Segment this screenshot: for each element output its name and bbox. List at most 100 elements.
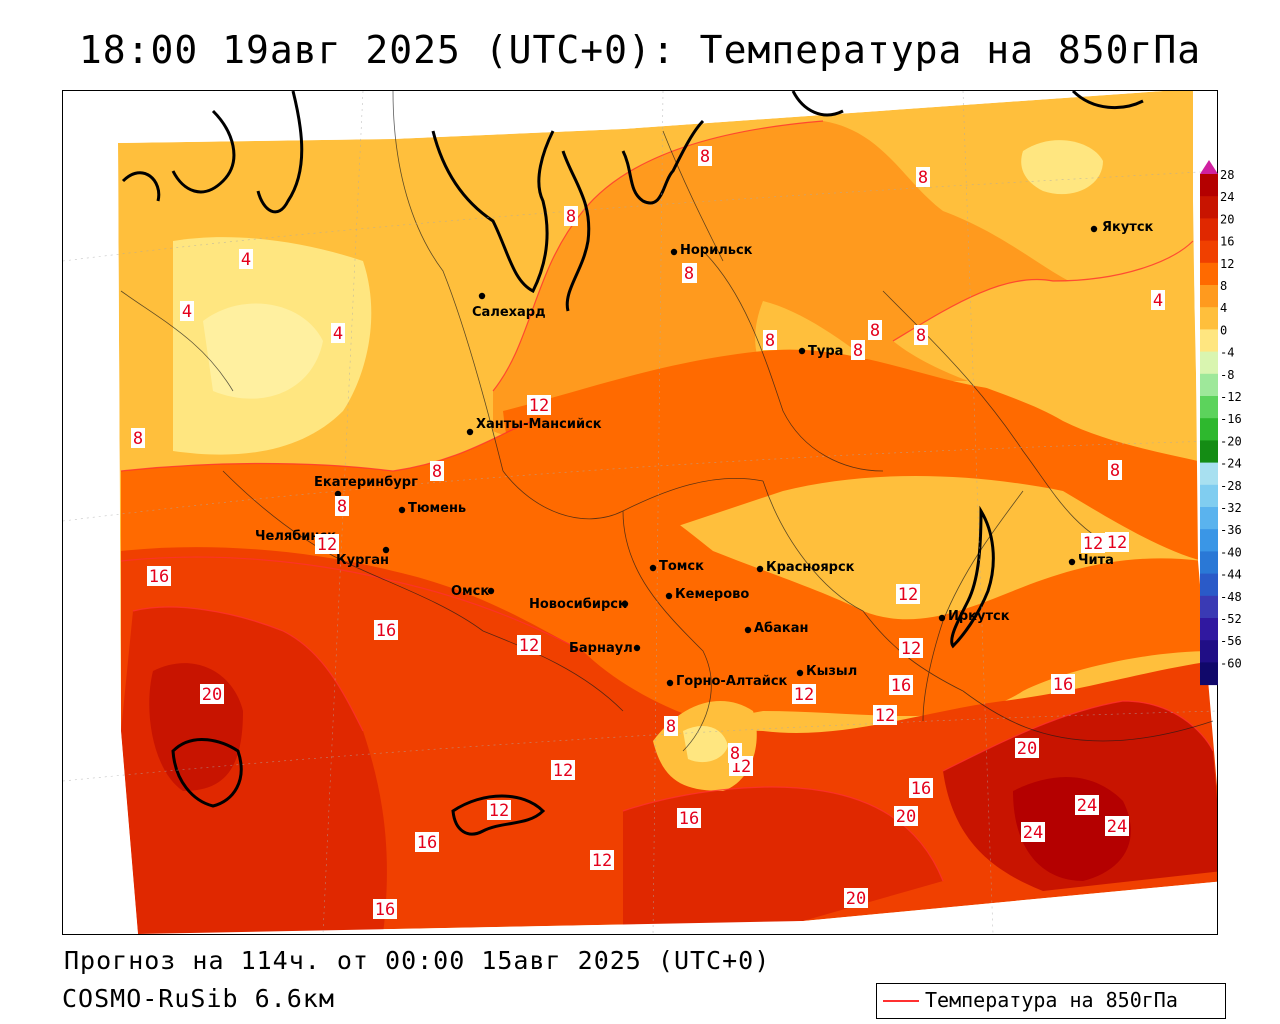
isotherm-label-text: 12 [1083,534,1103,554]
map-title: 18:00 19авг 2025 (UTC+0): Температура на… [78,28,1202,72]
isotherm-label-text: 12 [529,396,549,416]
isotherm-value-label: 16 [1051,674,1075,695]
city-dot [796,669,804,677]
coastline-yamal [431,130,555,294]
isotherm-label-bg [899,638,923,658]
isotherm-value-label: 8 [914,325,928,346]
city-label: Абакан [754,621,809,636]
forecast-info: Прогноз на 114ч. от 00:00 15авг 2025 (UT… [64,946,771,975]
isotherm-label-text: 12 [317,535,337,555]
city-label: Кемерово [675,587,749,602]
isotherm-label-bg [239,249,253,269]
city-label: Якутск [1102,220,1154,235]
scale-label: -44 [1220,568,1242,582]
temperature-map[interactable]: Якутск Норильск Салехард Тура Ханты-Мансийск… [62,90,1218,935]
scale-label: -20 [1220,434,1242,448]
isotherm-label-bg [792,684,816,704]
scale-label: -56 [1220,634,1242,648]
scale-swatch [1200,373,1218,397]
isotherm-value-label: 4 [180,301,194,322]
isotherm-label-text: 8 [684,264,694,284]
city-dot [744,626,752,634]
isotherm-label-text: 8 [133,429,143,449]
isotherm-value-label: 12 [527,395,551,416]
isotherm-value-label: 12 [873,705,897,726]
isotherm-value-label: 8 [564,206,578,227]
city-dot [398,506,406,514]
isotherm-label-text: 8 [566,207,576,227]
isotherm-value-label: 8 [682,263,696,284]
isotherm-label-bg [487,800,511,820]
legend-line-swatch [883,1000,919,1002]
city-dot [487,587,495,595]
isotherm-label-bg [590,850,614,870]
isotherm-value-label: 12 [487,800,511,821]
isotherm-value-label: 12 [899,638,923,659]
isotherm-label-text: 16 [679,809,699,829]
isotherm-value-label: 16 [889,675,913,696]
isotherm-value-label: 24 [1021,822,1045,843]
scale-label: -32 [1220,501,1242,515]
isotherm-value-label: 8 [664,716,678,737]
isotherm-label-bg [894,806,918,826]
isotherm-label-text: 12 [901,639,921,659]
isotherm-label-text: 8 [666,717,676,737]
isotherm-label-bg [677,808,701,828]
isotherm-label-text: 4 [182,302,192,322]
isotherm-label-bg [1105,816,1129,836]
scale-top-marker [1200,160,1218,174]
isotherm-label-bg [763,330,777,350]
isotherm-label-bg [564,206,578,226]
city-dot [466,428,474,436]
scale-label: -12 [1220,390,1242,404]
scale-label: 4 [1220,301,1227,315]
isotherm-label-bg [698,146,712,166]
city-label: Норильск [680,243,753,258]
scale-label: 16 [1220,235,1234,249]
scale-swatch [1200,484,1218,508]
scale-label: -40 [1220,545,1242,559]
scale-swatch [1200,196,1218,219]
scale-label: 8 [1220,279,1227,293]
model-name: COSMO-RuSib 6.6км [62,984,335,1013]
isotherm-value-label: 16 [909,778,933,799]
isotherm-value-label: 24 [1075,795,1099,816]
isotherm-value-label: 12 [551,760,575,781]
scale-swatch [1200,595,1218,619]
isotherm-value-label: 20 [844,888,868,909]
isotherm-label-bg [200,684,224,704]
legend-label: Температура на 850гПа [925,988,1178,1012]
yakutia-cool-zone [893,241,1198,461]
isotherm-label-text: 20 [1017,739,1037,759]
isotherm-value-label: 20 [894,806,918,827]
scale-label: 0 [1220,323,1227,337]
isotherm-label-bg [1051,674,1075,694]
isotherm-label-text: 8 [853,341,863,361]
scale-swatch [1200,418,1218,441]
isotherm-labels: 8888444888888412888121216161212122016121… [131,146,1165,920]
isotherm-label-bg [1021,822,1045,842]
city-dot [670,248,678,256]
isotherm-label-text: 12 [592,851,612,871]
scale-swatch [1200,307,1218,330]
isotherm-label-bg [1075,795,1099,815]
isotherm-label-text: 8 [337,497,347,517]
isotherm-label-text: 20 [202,685,222,705]
isotherm-value-label: 12 [1105,532,1129,553]
isotherm-value-label: 8 [1108,460,1122,481]
scale-label: -24 [1220,457,1242,471]
isotherm-label-bg [889,675,913,695]
city-dot [382,546,390,554]
isotherm-value-label: 8 [916,167,930,188]
scale-label: 24 [1220,190,1234,204]
isotherm-label-bg [331,323,345,343]
scale-swatch [1200,218,1218,242]
isotherm-label-text: 16 [417,833,437,853]
scale-swatch [1200,529,1218,552]
lake-balkhash [451,794,546,836]
isotherm-label-text: 20 [846,889,866,909]
city-label: Томск [659,559,704,574]
isotherm-value-label: 16 [677,808,701,829]
scale-swatch [1200,440,1218,464]
isotherm-label-text: 12 [489,801,509,821]
